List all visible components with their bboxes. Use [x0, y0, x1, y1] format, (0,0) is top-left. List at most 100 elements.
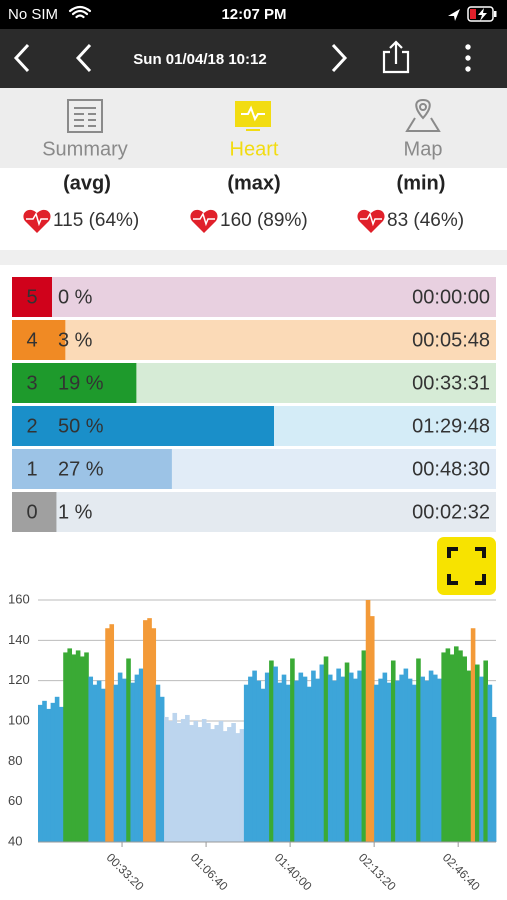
zone-label: 5: [26, 286, 37, 308]
heart-rate-sample: [390, 660, 396, 842]
heart-rate-sample: [437, 678, 442, 842]
heart-rate-sample: [101, 688, 106, 842]
heart-rate-sample: [491, 716, 497, 842]
heart-rate-sample: [323, 656, 329, 842]
heart-rate-sample: [483, 660, 488, 842]
x-tick-label: 02:46:40: [440, 850, 483, 893]
heart-rate-sample: [92, 684, 98, 842]
heart-rate-sample: [231, 723, 236, 842]
y-tick-label: 60: [8, 793, 22, 808]
heart-rate-sample: [361, 650, 367, 842]
heart-rate-sample: [117, 672, 123, 842]
nav-title: Sun 01/04/18 10:12: [133, 51, 266, 68]
heart-icon: [235, 101, 271, 131]
zone-time: 00:33:31: [412, 372, 490, 394]
heart-rate-sample: [315, 678, 320, 842]
heart-rate-sample: [424, 680, 430, 842]
battery-icon: [467, 6, 497, 22]
zone-percent: 27 %: [58, 458, 104, 480]
pulse-line: [193, 212, 215, 227]
heart-rate-sample: [54, 696, 60, 842]
heart-rate-sample: [159, 696, 165, 842]
zone-label: 4: [26, 329, 37, 351]
heart-rate-sample: [134, 674, 140, 842]
heart-rate-sample: [453, 646, 459, 842]
y-tick-label: 160: [8, 591, 30, 606]
fullscreen-icon: [447, 547, 486, 585]
next-button[interactable]: [331, 43, 348, 73]
heart-rate-sample: [75, 650, 81, 842]
heart-rate-sample: [462, 656, 467, 842]
heart-rate-sample: [201, 718, 207, 842]
heart-rate-sample: [458, 650, 463, 842]
zone-time: 01:29:48: [412, 415, 490, 437]
heart-rate-sample: [227, 727, 232, 842]
zone-percent: 3 %: [58, 329, 93, 351]
tab-label[interactable]: Summary: [42, 138, 128, 160]
heart-rate-sample: [71, 654, 77, 842]
stat-value: 115 (64%): [53, 210, 139, 231]
tab-label[interactable]: Map: [404, 138, 443, 160]
heart-rate-sample: [147, 618, 152, 842]
y-tick-label: 80: [8, 753, 22, 768]
heart-rate-sample: [252, 670, 257, 842]
heart-rate-sample: [269, 660, 274, 842]
heart-rate-sample: [411, 684, 417, 842]
heart-rate-sample: [487, 684, 493, 842]
heart-rate-sample: [155, 684, 161, 842]
wifi-icon: [68, 5, 92, 19]
zone-badge: [12, 363, 52, 403]
heart-rate-sample: [332, 680, 337, 842]
zone-track: [52, 277, 496, 317]
heart-rate-sample: [432, 674, 438, 842]
heart-rate-sample: [340, 676, 346, 842]
tab-label[interactable]: Heart: [230, 138, 279, 160]
location-icon: [448, 9, 460, 21]
fullscreen-button[interactable]: [437, 537, 496, 595]
heart-rate-sample: [466, 670, 472, 842]
heart-rate-sample: [126, 658, 131, 842]
back-button[interactable]: [13, 43, 30, 73]
previous-button[interactable]: [75, 43, 92, 73]
zone-percent: 50 %: [58, 415, 104, 437]
heart-rate-sample: [88, 676, 94, 842]
heart-rate-sample: [239, 729, 245, 842]
y-tick-label: 100: [8, 712, 30, 727]
heart-rate-sample: [416, 658, 421, 842]
heart-rate-sample: [302, 676, 308, 842]
heart-rate-sample: [176, 723, 182, 842]
zone-label: 0: [26, 501, 37, 523]
heart-rate-sample: [344, 662, 350, 842]
zone-bar: [52, 363, 137, 403]
y-tick-label: 140: [8, 632, 30, 647]
heart-rate-sample: [449, 654, 455, 842]
pulse-line: [26, 212, 48, 227]
share-button[interactable]: [382, 40, 410, 74]
zone-bar: [52, 449, 172, 489]
heart-rate-sample: [113, 684, 119, 842]
menu-button[interactable]: [465, 44, 471, 72]
heart-rate-sample: [474, 664, 480, 842]
heart-rate-sample: [180, 718, 186, 842]
heart-rate-sample: [260, 688, 266, 842]
heart-rate-sample: [399, 674, 404, 842]
heart-rate-sample: [122, 678, 127, 842]
heart-rate-sample: [382, 672, 388, 842]
zone-label: 3: [26, 372, 37, 394]
heart-rate-sample: [38, 704, 43, 842]
map-icon: [405, 98, 441, 132]
nav-bar: [0, 29, 507, 88]
heart-rate-sample: [285, 684, 291, 842]
heart-rate-sample: [218, 721, 224, 842]
heart-rate-sample: [336, 668, 341, 842]
heart-rate-sample: [319, 664, 325, 842]
zone-badge: [12, 406, 52, 446]
clock: 12:07 PM: [221, 6, 286, 23]
heart-rate-sample: [243, 684, 249, 842]
zone-badge: [12, 320, 52, 360]
heart-rate-sample: [63, 652, 68, 842]
heart-rate-icon: [23, 209, 51, 233]
heart-rate-sample: [210, 729, 215, 842]
x-tick-label: 00:33:20: [104, 850, 147, 893]
